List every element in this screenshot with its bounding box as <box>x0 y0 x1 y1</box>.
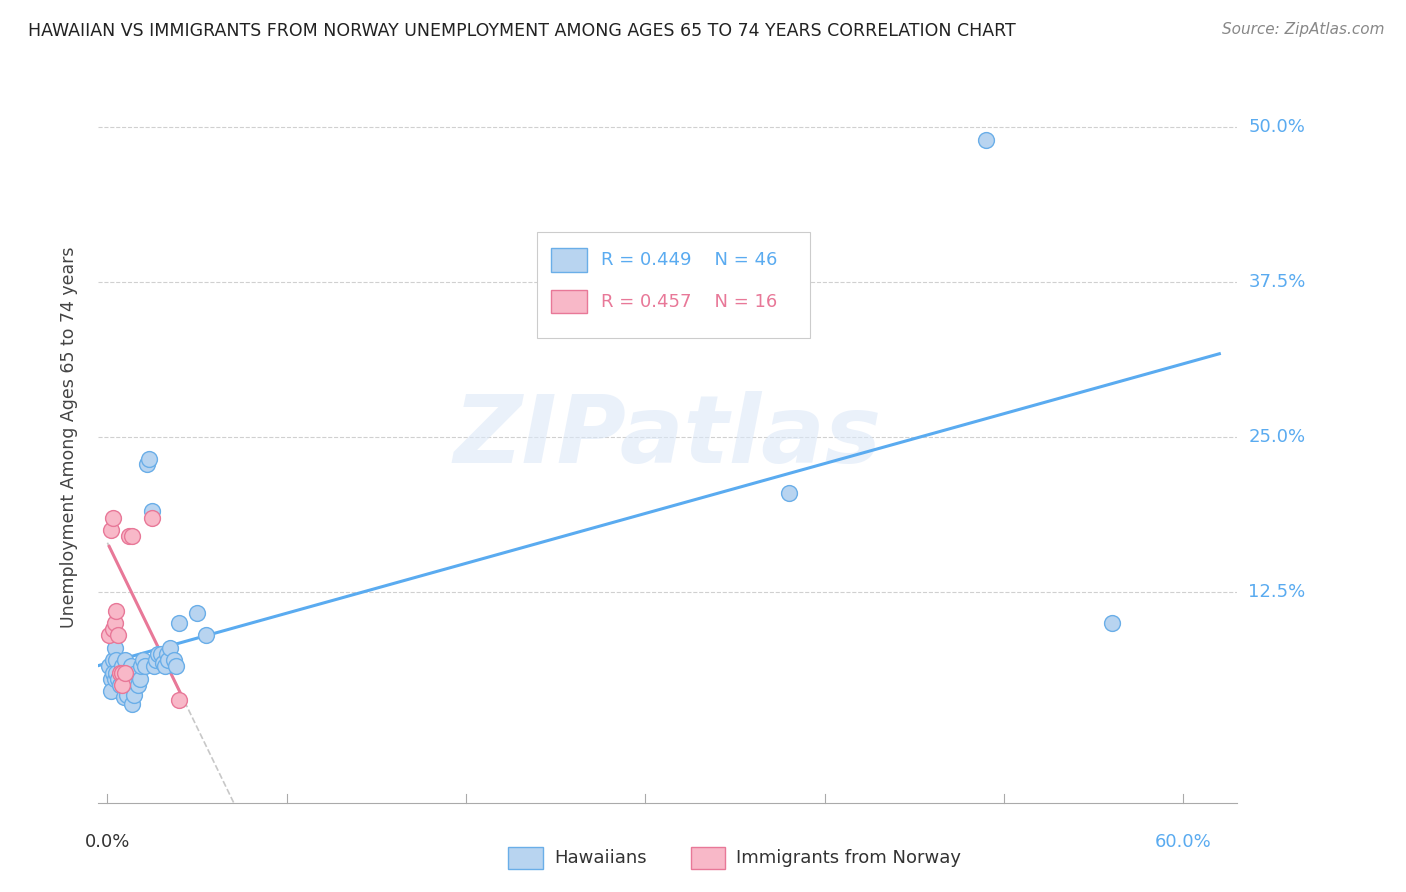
Point <box>165 659 187 673</box>
Point <box>153 659 176 673</box>
Point <box>167 693 190 707</box>
Point <box>100 684 122 698</box>
FancyBboxPatch shape <box>551 290 586 313</box>
Point <box>125 665 148 680</box>
Point <box>120 659 142 673</box>
Point <box>103 640 125 655</box>
Point <box>143 659 166 673</box>
Point <box>111 665 134 680</box>
Point <box>132 653 155 667</box>
Point <box>974 132 997 146</box>
Point <box>114 672 136 686</box>
Text: HAWAIIAN VS IMMIGRANTS FROM NORWAY UNEMPLOYMENT AMONG AGES 65 TO 74 YEARS CORREL: HAWAIIAN VS IMMIGRANTS FROM NORWAY UNEMP… <box>28 22 1017 40</box>
Point <box>115 688 138 702</box>
Point <box>101 665 124 680</box>
FancyBboxPatch shape <box>551 248 586 272</box>
Point <box>103 672 125 686</box>
Point <box>152 656 174 670</box>
Text: R = 0.449    N = 46: R = 0.449 N = 46 <box>600 251 778 269</box>
Point <box>100 523 122 537</box>
Point <box>1101 615 1123 630</box>
Point <box>186 606 208 620</box>
Point <box>98 659 121 673</box>
Point <box>121 697 143 711</box>
Point <box>98 52 121 66</box>
Point <box>101 622 124 636</box>
Point <box>112 690 135 705</box>
Point <box>118 529 141 543</box>
Point <box>145 653 167 667</box>
Point <box>101 653 124 667</box>
Point <box>163 653 186 667</box>
Point <box>127 678 149 692</box>
Point <box>131 659 153 673</box>
Point <box>134 659 156 673</box>
Text: 0.0%: 0.0% <box>84 833 131 851</box>
Text: Source: ZipAtlas.com: Source: ZipAtlas.com <box>1222 22 1385 37</box>
Text: R = 0.457    N = 16: R = 0.457 N = 16 <box>600 293 778 310</box>
Point <box>167 615 190 630</box>
Point <box>114 653 136 667</box>
Text: 25.0%: 25.0% <box>1249 428 1306 446</box>
Point <box>118 672 141 686</box>
Point <box>159 640 181 655</box>
Point <box>101 510 124 524</box>
Text: 37.5%: 37.5% <box>1249 273 1306 291</box>
Point <box>105 604 128 618</box>
Text: Hawaiians: Hawaiians <box>554 848 647 867</box>
Point <box>105 665 128 680</box>
Point <box>108 665 131 680</box>
Point <box>111 678 134 692</box>
Point <box>155 647 177 661</box>
Y-axis label: Unemployment Among Ages 65 to 74 years: Unemployment Among Ages 65 to 74 years <box>59 246 77 628</box>
Text: 50.0%: 50.0% <box>1249 118 1305 136</box>
Point <box>108 678 131 692</box>
FancyBboxPatch shape <box>509 847 543 870</box>
Point <box>135 458 157 472</box>
Text: Immigrants from Norway: Immigrants from Norway <box>737 848 962 867</box>
FancyBboxPatch shape <box>537 232 810 338</box>
Point <box>100 672 122 686</box>
Point <box>141 504 163 518</box>
Point <box>150 647 173 661</box>
Point <box>128 672 150 686</box>
FancyBboxPatch shape <box>690 847 725 870</box>
Point <box>114 665 136 680</box>
Point <box>105 653 128 667</box>
Point <box>141 510 163 524</box>
Point <box>138 452 160 467</box>
Point <box>107 628 129 642</box>
Point <box>157 653 180 667</box>
Point <box>121 529 143 543</box>
Text: 12.5%: 12.5% <box>1249 583 1306 601</box>
Point <box>778 486 800 500</box>
Point <box>124 688 146 702</box>
Point <box>195 628 218 642</box>
Text: ZIPatlas: ZIPatlas <box>454 391 882 483</box>
Point <box>103 615 125 630</box>
Point <box>146 647 169 661</box>
Point <box>111 659 134 673</box>
Point <box>98 628 121 642</box>
Text: 60.0%: 60.0% <box>1156 833 1212 851</box>
Point <box>107 672 129 686</box>
